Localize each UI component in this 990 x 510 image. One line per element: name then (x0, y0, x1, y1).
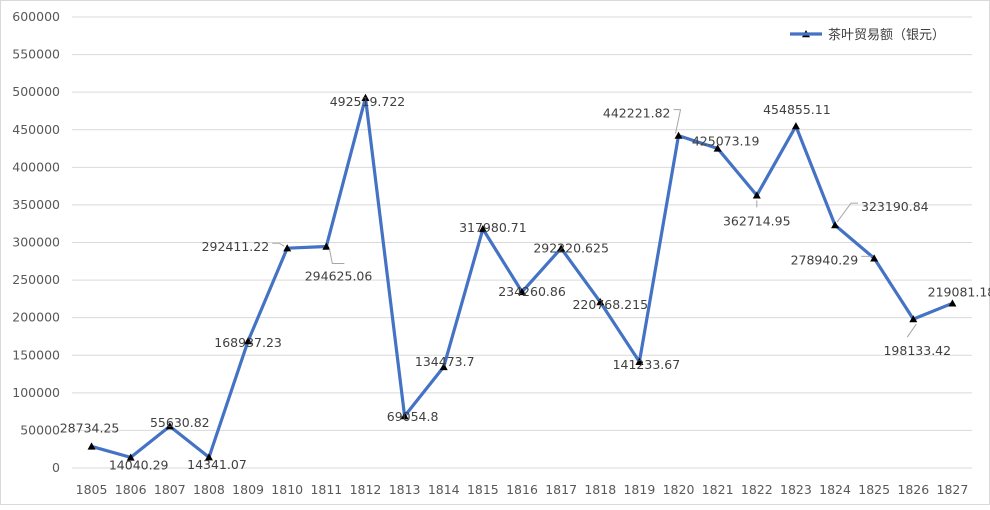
data-point-marker (948, 299, 957, 307)
y-tick-label: 100000 (12, 385, 60, 400)
y-tick-label: 600000 (12, 9, 60, 24)
data-label-leader-line (836, 202, 859, 223)
x-tick-label: 1818 (584, 482, 616, 497)
data-point-marker (752, 191, 761, 199)
y-axis-tick-labels: 0 50000 100000 150000 200000 250000 300000 3500… (12, 9, 60, 475)
y-tick-label: 350000 (12, 197, 60, 212)
data-point-marker (870, 254, 879, 262)
legend: 茶叶贸易额（银元） (790, 27, 945, 43)
data-point-marker (165, 422, 174, 430)
x-tick-label: 1814 (428, 482, 460, 497)
x-tick-label: 1817 (545, 482, 577, 497)
data-point-marker (713, 144, 722, 152)
data-point-marker (635, 357, 644, 366)
data-label: 234260.86 (498, 284, 566, 299)
y-tick-label: 500000 (12, 84, 60, 99)
data-point-marker (831, 221, 840, 229)
x-tick-label: 1827 (937, 482, 969, 497)
y-tick-label: 400000 (12, 159, 60, 174)
x-tick-label: 1826 (897, 482, 929, 497)
data-label: 425073.19 (692, 133, 760, 148)
data-label: 69054.8 (387, 409, 439, 424)
gridlines (72, 16, 972, 469)
x-tick-label: 1822 (741, 482, 773, 497)
data-point-marker (557, 244, 566, 252)
data-label: 454855.11 (763, 102, 831, 117)
data-label: 292220.625 (533, 240, 609, 255)
data-point-marker (674, 131, 683, 139)
y-tick-label: 200000 (12, 310, 60, 325)
data-label: 323190.84 (861, 199, 929, 214)
x-tick-label: 1815 (467, 482, 499, 497)
data-point-marker (126, 453, 135, 461)
series-layer (87, 30, 957, 461)
data-label-leader-line (673, 109, 682, 134)
data-point-marker (322, 242, 331, 250)
data-point-marker (204, 453, 213, 461)
data-label: 55630.82 (150, 415, 210, 430)
data-label: 442221.82 (603, 106, 671, 121)
x-tick-label: 1825 (858, 482, 890, 497)
data-label: 198133.42 (883, 343, 951, 358)
data-label: 219081.185 (928, 284, 990, 299)
data-point-marker (596, 298, 605, 306)
data-label: 134473.7 (415, 354, 475, 369)
data-label: 141233.67 (613, 357, 681, 372)
x-tick-label: 1821 (702, 482, 734, 497)
x-tick-label: 1806 (115, 482, 147, 497)
data-point-marker (283, 244, 292, 252)
x-tick-label: 1810 (271, 482, 303, 497)
data-point-marker (361, 93, 370, 101)
data-label: 14040.29 (109, 457, 169, 472)
y-tick-label: 0 (52, 460, 60, 475)
x-tick-label: 1824 (819, 482, 851, 497)
y-tick-label: 250000 (12, 272, 60, 287)
legend-label: 茶叶贸易额（银元） (828, 27, 945, 43)
data-label: 220768.215 (572, 297, 648, 312)
x-tick-label: 1823 (780, 482, 812, 497)
x-tick-label: 1819 (623, 482, 655, 497)
data-label: 14341.07 (187, 457, 247, 472)
data-point-marker (518, 287, 526, 296)
x-tick-label: 1808 (193, 482, 225, 497)
x-tick-label: 1820 (663, 482, 695, 497)
data-point-marker (400, 412, 409, 420)
x-tick-label: 1805 (76, 482, 108, 497)
data-point-marker (87, 442, 96, 450)
x-tick-label: 1813 (389, 482, 421, 497)
data-label: 362714.95 (723, 213, 791, 228)
x-tick-label: 1809 (232, 482, 264, 497)
data-label-leader-line (272, 242, 285, 247)
data-labels: 28734.25 14040.29 55630.82 14341.07 168937.2… (60, 94, 990, 473)
data-label: 492519.722 (330, 94, 406, 109)
data-label-leader-line (906, 323, 917, 338)
data-label: 294625.06 (305, 269, 373, 284)
x-tick-label: 1812 (350, 482, 382, 497)
data-point-marker (909, 315, 918, 323)
y-tick-label: 450000 (12, 122, 60, 137)
x-tick-label: 1811 (310, 482, 342, 497)
data-label: 168937.23 (214, 335, 282, 350)
data-label-leader-line (328, 248, 345, 265)
data-label: 278940.29 (791, 252, 859, 267)
y-tick-label: 550000 (12, 47, 60, 62)
y-tick-label: 50000 (20, 422, 60, 437)
y-tick-label: 300000 (12, 235, 60, 250)
y-tick-label: 150000 (12, 347, 60, 362)
x-tick-label: 1807 (154, 482, 186, 497)
data-label: 292411.22 (202, 239, 270, 254)
data-point-marker (439, 362, 448, 371)
data-point-marker (478, 224, 487, 233)
x-tick-label: 1816 (506, 482, 538, 497)
data-label: 317980.71 (459, 220, 527, 235)
x-axis-tick-labels: 1805 1806 1807 1808 1809 1810 1811 1812 1813 1814… (76, 482, 969, 497)
data-label: 28734.25 (60, 420, 120, 435)
data-point-marker (791, 122, 800, 130)
data-point-marker (244, 337, 253, 345)
